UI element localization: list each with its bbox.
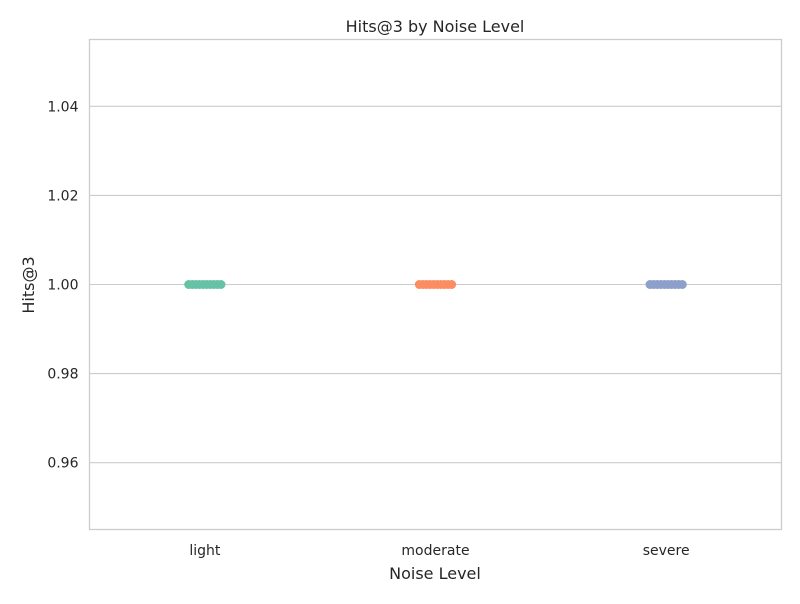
y-tick-label: 1.00	[47, 278, 78, 294]
plot-area-frame	[88, 38, 783, 531]
y-tick-label: 1.02	[47, 188, 78, 204]
x-tick-label: light	[189, 543, 221, 559]
chart-title: Hits@3 by Noise Level	[346, 17, 525, 36]
x-tick-label: moderate	[401, 543, 469, 559]
x-axis-label: Noise Level	[389, 564, 481, 583]
data-point-moderate	[447, 280, 457, 289]
y-tick-label: 1.04	[47, 99, 78, 115]
y-tick-labels: 0.96 0.98 1.00 1.02 1.04	[47, 99, 78, 471]
y-tick-label: 0.96	[47, 456, 78, 472]
y-axis-label: Hits@3	[19, 256, 38, 313]
y-tick-label: 0.98	[47, 367, 78, 383]
x-tick-labels: light moderate severe	[189, 543, 689, 559]
data-point-light	[216, 280, 226, 289]
data-point-severe	[677, 280, 687, 289]
x-tick-label: severe	[643, 543, 690, 559]
data-points	[184, 280, 687, 289]
